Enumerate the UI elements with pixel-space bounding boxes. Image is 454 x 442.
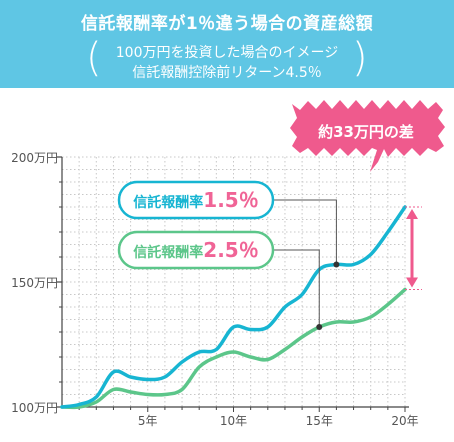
difference-burst bbox=[290, 100, 445, 172]
label-low-fee-value: 1.5％ bbox=[203, 188, 258, 212]
difference-label: 約33万円の差 bbox=[318, 123, 414, 141]
y-tick-label: 150万円 bbox=[11, 276, 58, 290]
label-high-fee-box bbox=[117, 230, 275, 270]
x-tick-label: 5年 bbox=[138, 414, 158, 428]
leader-line-high-fee bbox=[273, 249, 320, 327]
label-high-fee-prefix: 信託報酬率 bbox=[133, 244, 203, 261]
chart-title: 信託報酬率が1％違う場合の資産総額 bbox=[80, 14, 374, 34]
label-high-fee: 信託報酬率2.5％ bbox=[117, 230, 275, 270]
subtitle-line-1: 100万円を投資した場合のイメージ bbox=[115, 45, 339, 61]
subtitle-line-2: 信託報酬控除前リターン4.5％ bbox=[132, 65, 322, 81]
difference-callout: 約33万円の差 bbox=[290, 100, 445, 172]
label-low-fee-prefix: 信託報酬率 bbox=[133, 194, 203, 211]
series-lines bbox=[60, 205, 422, 410]
label-low-fee: 信託報酬率1.5％ bbox=[117, 180, 275, 220]
difference-arrow bbox=[406, 209, 418, 288]
leader-lines bbox=[273, 199, 340, 330]
leader-line-low-fee bbox=[273, 199, 337, 265]
label-high-fee-text: 信託報酬率2.5％ bbox=[133, 238, 258, 262]
axes: 100万円 150万円 200万円 5年 10年 15年 20年 bbox=[11, 151, 419, 428]
difference-arrow-head-top bbox=[406, 209, 418, 219]
y-tick-label: 100万円 bbox=[11, 401, 58, 415]
series-line-high-fee bbox=[60, 287, 407, 410]
x-tick-label: 10年 bbox=[220, 414, 247, 428]
chart-header: 信託報酬率が1％違う場合の資産総額 ( 100万円を投資した場合のイメージ 信託… bbox=[0, 0, 454, 88]
difference-text: 約33万円の差 bbox=[318, 123, 414, 141]
marker-low-fee bbox=[333, 261, 340, 268]
x-tick-label: 15年 bbox=[306, 414, 333, 428]
series-line-low-fee bbox=[60, 205, 407, 409]
label-low-fee-text: 信託報酬率1.5％ bbox=[133, 188, 258, 212]
label-low-fee-box bbox=[117, 180, 275, 220]
y-tick-label: 200万円 bbox=[11, 151, 58, 165]
label-high-fee-value: 2.5％ bbox=[203, 238, 258, 262]
marker-high-fee bbox=[316, 324, 323, 330]
x-tick-label: 20年 bbox=[391, 414, 418, 428]
left-parenthesis: ( bbox=[86, 35, 102, 81]
right-parenthesis: ) bbox=[352, 35, 368, 81]
difference-arrow-head-bottom bbox=[406, 277, 418, 288]
